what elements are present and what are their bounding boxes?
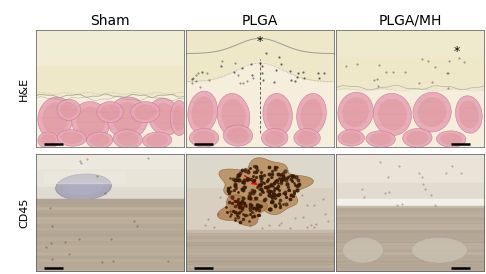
Ellipse shape [190,129,219,147]
Ellipse shape [369,133,392,145]
Ellipse shape [152,103,177,131]
Ellipse shape [191,96,214,128]
Ellipse shape [146,134,168,146]
Ellipse shape [366,131,395,147]
Ellipse shape [60,102,78,118]
Ellipse shape [342,97,369,127]
Ellipse shape [131,102,160,123]
Ellipse shape [296,93,326,136]
Ellipse shape [413,92,451,132]
Ellipse shape [338,130,364,146]
Ellipse shape [265,131,285,145]
Text: CD45: CD45 [19,198,29,228]
Text: *: * [257,35,263,48]
Ellipse shape [87,132,113,149]
Ellipse shape [57,99,81,120]
Polygon shape [217,195,267,226]
Ellipse shape [90,134,110,146]
Ellipse shape [100,104,120,120]
Ellipse shape [297,131,317,145]
Ellipse shape [341,132,361,144]
Ellipse shape [459,101,479,129]
Ellipse shape [57,130,87,146]
Ellipse shape [406,131,428,145]
Ellipse shape [403,129,432,147]
Ellipse shape [294,129,320,147]
Ellipse shape [113,130,142,149]
Ellipse shape [55,174,111,200]
Ellipse shape [38,97,73,139]
Ellipse shape [112,102,143,134]
Text: Sham: Sham [90,14,130,28]
Ellipse shape [300,99,323,130]
Ellipse shape [412,237,468,263]
Text: PLGA/MH: PLGA/MH [378,14,442,28]
Ellipse shape [38,132,58,149]
Ellipse shape [373,93,412,136]
Text: H&E: H&E [19,77,29,101]
Ellipse shape [61,132,83,144]
Ellipse shape [436,131,466,147]
Ellipse shape [40,134,56,146]
Ellipse shape [76,107,105,136]
Ellipse shape [338,92,373,132]
Ellipse shape [42,102,69,134]
Ellipse shape [342,237,383,263]
Ellipse shape [378,99,407,130]
Ellipse shape [440,133,462,145]
Polygon shape [219,158,313,215]
Polygon shape [187,30,333,83]
Bar [36,30,184,96]
Ellipse shape [188,91,217,133]
Ellipse shape [193,131,215,145]
Bar [336,30,484,89]
Ellipse shape [223,125,253,146]
Ellipse shape [63,179,104,195]
Ellipse shape [455,96,482,133]
Ellipse shape [261,129,288,147]
Ellipse shape [418,97,447,127]
Text: *: * [454,45,460,58]
Ellipse shape [117,132,139,146]
Ellipse shape [148,98,181,135]
Ellipse shape [217,93,250,138]
Ellipse shape [170,101,188,136]
Ellipse shape [173,105,186,131]
Ellipse shape [263,93,293,136]
Ellipse shape [227,128,249,144]
Ellipse shape [72,102,110,141]
Ellipse shape [221,99,246,132]
Ellipse shape [142,132,172,149]
Ellipse shape [107,97,148,139]
Ellipse shape [134,104,156,120]
Ellipse shape [97,102,123,123]
Text: PLGA: PLGA [242,14,278,28]
Ellipse shape [267,99,289,130]
